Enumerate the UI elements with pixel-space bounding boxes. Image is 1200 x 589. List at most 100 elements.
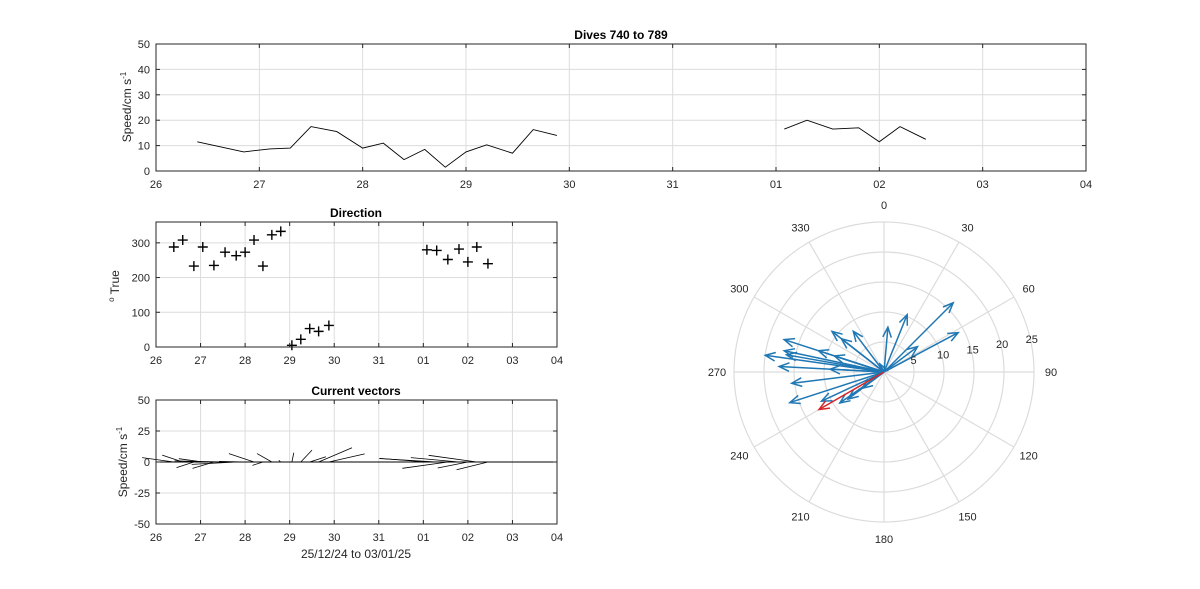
- vectors-ytick-label: 0: [144, 457, 150, 469]
- speed-ytick-label: 30: [138, 90, 150, 102]
- speed-xtick-label: 03: [977, 179, 989, 191]
- vector-stick: [410, 457, 460, 463]
- polar-arrow-head: [942, 301, 955, 314]
- polar-arrow: [883, 314, 908, 373]
- direction-point: [177, 235, 188, 246]
- direction-xtick-label: 30: [328, 355, 340, 367]
- speed-line: [197, 126, 558, 168]
- polar-radius-label: 10: [937, 350, 949, 362]
- vectors-xtick-label: 29: [284, 532, 296, 544]
- vector-stick: [300, 449, 313, 463]
- vectors-xtick-label: 26: [150, 532, 162, 544]
- polar-spoke: [808, 371, 885, 503]
- polar-arrow: [821, 371, 885, 402]
- direction-point: [231, 250, 242, 261]
- direction-ylabel: oTrue: [107, 270, 122, 302]
- polar-angle-label: 0: [881, 200, 887, 212]
- polar-angle-label: 90: [1045, 367, 1057, 379]
- direction-ytick-label: 0: [144, 342, 150, 354]
- direction-xtick-label: 28: [239, 355, 251, 367]
- vector-stick: [191, 461, 237, 465]
- direction-point: [453, 244, 464, 255]
- polar-arrow-head: [819, 392, 833, 403]
- vector-stick: [219, 461, 246, 463]
- speed-ticks: 26 27 28 29 30 31 01 02 03 04 0 10 20 30 40 50: [138, 39, 1092, 191]
- vectors-xtick-label: 03: [506, 532, 518, 544]
- speed-ytick-label: 40: [138, 64, 150, 76]
- vectors-title: Current vectors: [311, 384, 401, 398]
- polar-spoke: [883, 241, 960, 373]
- polar-arrow-head: [906, 345, 920, 357]
- polar-arrow-head: [852, 329, 864, 343]
- polar-angle-label: 150: [958, 512, 976, 524]
- speed-xtick-label: 26: [150, 179, 162, 191]
- polar-arrow-head: [838, 393, 851, 405]
- polar-arrow-head: [830, 330, 843, 342]
- direction-point: [323, 320, 334, 331]
- polar-arrow-head: [846, 389, 859, 401]
- polar-arrow: [789, 371, 885, 404]
- vector-stick: [437, 461, 468, 469]
- polar-angle-label: 30: [961, 222, 973, 234]
- polar-arrow-head: [898, 312, 909, 326]
- direction-ytick-label: 300: [132, 238, 150, 250]
- polar-arrow-head: [882, 325, 893, 338]
- direction-series: [168, 226, 493, 351]
- direction-point: [220, 247, 231, 258]
- direction-point: [197, 242, 208, 252]
- direction-xtick-label: 01: [417, 355, 429, 367]
- vectors-series: [142, 447, 557, 471]
- vectors-xtick-label: 01: [417, 532, 429, 544]
- direction-panel: 26 27 28 29 30 31 01 02 03 04 0 100 200 300 Direction…: [107, 206, 563, 367]
- speed-ytick-label: 10: [138, 141, 150, 153]
- polar-arrow-head: [777, 362, 790, 372]
- vectors-ytick-label: 50: [138, 395, 150, 407]
- polar-arrow: [791, 371, 885, 385]
- vectors-xtick-label: 04: [551, 532, 563, 544]
- direction-point: [431, 245, 442, 256]
- vector-stick: [379, 458, 437, 463]
- speed-ylabel: Speed/cm s-1: [119, 71, 134, 142]
- vector-stick: [252, 461, 264, 466]
- polar-angle-label: 120: [1019, 451, 1037, 463]
- vectors-panel: 26 27 28 29 30 31 01 02 03 04 -50 -25 0 25 50 Current …: [115, 384, 563, 561]
- speed-ytick-label: 20: [138, 115, 150, 127]
- polar-series: [763, 301, 960, 411]
- polar-arrow: [852, 330, 885, 373]
- direction-point: [266, 229, 277, 240]
- polar-grid: [733, 221, 1035, 523]
- speed-xtick-label: 02: [873, 179, 885, 191]
- polar-spoke: [808, 241, 885, 373]
- polar-arrow-latest: [818, 371, 885, 411]
- polar-spoke: [883, 296, 1015, 373]
- polar-arrow: [883, 327, 889, 373]
- direction-title: Direction: [330, 206, 382, 220]
- direction-grid: [156, 222, 557, 347]
- direction-point: [442, 254, 453, 265]
- polar-arrow-head: [947, 331, 960, 342]
- polar-labels: 0 30 60 90 120 150 180 210 240 270 300 330 5 10 15 20 25: [708, 200, 1057, 546]
- direction-axes-frame: [155, 221, 558, 348]
- vector-stick: [278, 460, 282, 463]
- vectors-ytick-label: 25: [138, 426, 150, 438]
- vectors-xtick-label: 27: [194, 532, 206, 544]
- vectors-ylabel: Speed/cm s-1: [115, 426, 130, 497]
- direction-point: [286, 340, 297, 351]
- polar-arrow-head: [787, 394, 801, 405]
- vector-stick: [328, 453, 365, 463]
- polar-arrow: [784, 350, 885, 373]
- direction-point: [257, 261, 268, 272]
- speed-xtick-label: 28: [357, 179, 369, 191]
- direction-point: [208, 260, 219, 271]
- speed-xtick-label: 27: [253, 179, 265, 191]
- polar-spoke: [883, 371, 960, 503]
- polar-angle-label: 300: [730, 284, 748, 296]
- vector-stick: [456, 461, 489, 471]
- vectors-ticks: 26 27 28 29 30 31 01 02 03 04 -50 -25 0 25 50: [134, 395, 563, 544]
- polar-angle-label: 270: [708, 367, 726, 379]
- direction-xtick-label: 29: [284, 355, 296, 367]
- polar-spoke: [883, 371, 1015, 448]
- polar-angle-label: 180: [875, 534, 893, 546]
